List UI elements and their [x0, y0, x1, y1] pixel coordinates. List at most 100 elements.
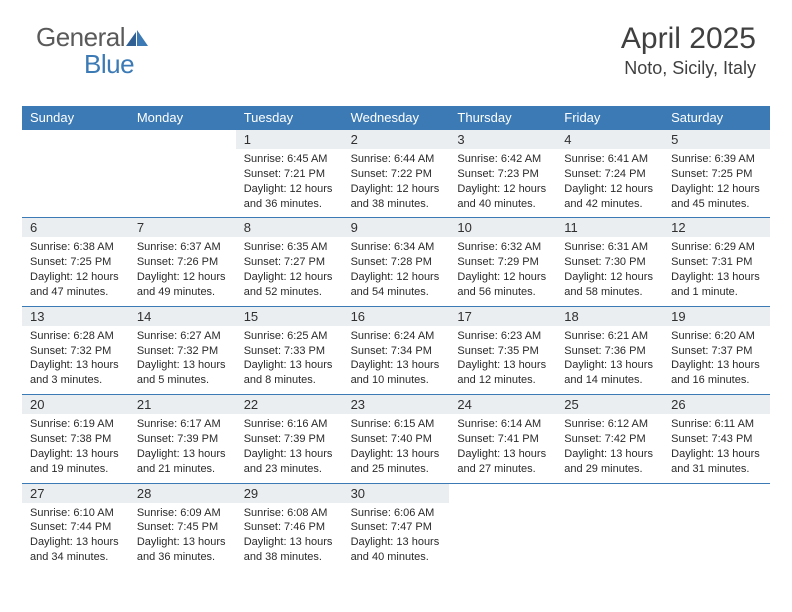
daylight1-line: Daylight: 12 hours — [671, 182, 762, 197]
day-number: 24 — [449, 394, 556, 414]
calendar-cell: 13Sunrise: 6:28 AMSunset: 7:32 PMDayligh… — [22, 306, 129, 394]
calendar-cell: 8Sunrise: 6:35 AMSunset: 7:27 PMDaylight… — [236, 217, 343, 305]
cell-content: Sunrise: 6:29 AMSunset: 7:31 PMDaylight:… — [663, 237, 770, 305]
calendar-cell: 26Sunrise: 6:11 AMSunset: 7:43 PMDayligh… — [663, 394, 770, 482]
sunset-line: Sunset: 7:40 PM — [351, 432, 442, 447]
calendar: Sunday Monday Tuesday Wednesday Thursday… — [22, 106, 770, 571]
day-number: 17 — [449, 306, 556, 326]
cell-content: Sunrise: 6:08 AMSunset: 7:46 PMDaylight:… — [236, 503, 343, 571]
calendar-cell — [22, 129, 129, 217]
calendar-cell — [449, 483, 556, 571]
daylight2-line: and 45 minutes. — [671, 197, 762, 212]
daylight1-line: Daylight: 13 hours — [351, 535, 442, 550]
sunrise-line: Sunrise: 6:14 AM — [457, 417, 548, 432]
daylight2-line: and 23 minutes. — [244, 462, 335, 477]
sunrise-line: Sunrise: 6:39 AM — [671, 152, 762, 167]
day-number: 5 — [663, 129, 770, 149]
calendar-cell: 16Sunrise: 6:24 AMSunset: 7:34 PMDayligh… — [343, 306, 450, 394]
day-number: 13 — [22, 306, 129, 326]
sunset-line: Sunset: 7:39 PM — [137, 432, 228, 447]
calendar-cell — [556, 483, 663, 571]
daylight2-line: and 14 minutes. — [564, 373, 655, 388]
day-number — [449, 483, 556, 488]
week-row: 27Sunrise: 6:10 AMSunset: 7:44 PMDayligh… — [22, 483, 770, 571]
sunset-line: Sunset: 7:27 PM — [244, 255, 335, 270]
sunset-line: Sunset: 7:37 PM — [671, 344, 762, 359]
cell-content: Sunrise: 6:31 AMSunset: 7:30 PMDaylight:… — [556, 237, 663, 305]
sunset-line: Sunset: 7:21 PM — [244, 167, 335, 182]
calendar-cell: 25Sunrise: 6:12 AMSunset: 7:42 PMDayligh… — [556, 394, 663, 482]
daylight1-line: Daylight: 13 hours — [671, 447, 762, 462]
daylight1-line: Daylight: 12 hours — [564, 270, 655, 285]
daylight1-line: Daylight: 13 hours — [30, 535, 121, 550]
daylight1-line: Daylight: 13 hours — [137, 447, 228, 462]
calendar-cell: 9Sunrise: 6:34 AMSunset: 7:28 PMDaylight… — [343, 217, 450, 305]
cell-content: Sunrise: 6:27 AMSunset: 7:32 PMDaylight:… — [129, 326, 236, 394]
daylight2-line: and 52 minutes. — [244, 285, 335, 300]
cell-content: Sunrise: 6:25 AMSunset: 7:33 PMDaylight:… — [236, 326, 343, 394]
daylight1-line: Daylight: 13 hours — [457, 447, 548, 462]
sunrise-line: Sunrise: 6:24 AM — [351, 329, 442, 344]
sunrise-line: Sunrise: 6:28 AM — [30, 329, 121, 344]
day-number: 27 — [22, 483, 129, 503]
calendar-cell — [663, 483, 770, 571]
daylight2-line: and 34 minutes. — [30, 550, 121, 565]
logo: GeneralBlue — [36, 22, 148, 90]
calendar-cell: 6Sunrise: 6:38 AMSunset: 7:25 PMDaylight… — [22, 217, 129, 305]
cell-content: Sunrise: 6:35 AMSunset: 7:27 PMDaylight:… — [236, 237, 343, 305]
cell-content: Sunrise: 6:44 AMSunset: 7:22 PMDaylight:… — [343, 149, 450, 217]
day-number — [556, 483, 663, 488]
sunrise-line: Sunrise: 6:09 AM — [137, 506, 228, 521]
sunrise-line: Sunrise: 6:11 AM — [671, 417, 762, 432]
weeks-container: 1Sunrise: 6:45 AMSunset: 7:21 PMDaylight… — [22, 129, 770, 571]
daylight1-line: Daylight: 13 hours — [564, 447, 655, 462]
day-number: 23 — [343, 394, 450, 414]
calendar-cell: 30Sunrise: 6:06 AMSunset: 7:47 PMDayligh… — [343, 483, 450, 571]
daylight1-line: Daylight: 12 hours — [30, 270, 121, 285]
day-number: 16 — [343, 306, 450, 326]
calendar-cell: 10Sunrise: 6:32 AMSunset: 7:29 PMDayligh… — [449, 217, 556, 305]
day-number: 1 — [236, 129, 343, 149]
cell-content: Sunrise: 6:23 AMSunset: 7:35 PMDaylight:… — [449, 326, 556, 394]
day-number: 20 — [22, 394, 129, 414]
sunset-line: Sunset: 7:42 PM — [564, 432, 655, 447]
sunrise-line: Sunrise: 6:42 AM — [457, 152, 548, 167]
daylight2-line: and 16 minutes. — [671, 373, 762, 388]
calendar-cell: 28Sunrise: 6:09 AMSunset: 7:45 PMDayligh… — [129, 483, 236, 571]
calendar-cell: 15Sunrise: 6:25 AMSunset: 7:33 PMDayligh… — [236, 306, 343, 394]
sunrise-line: Sunrise: 6:32 AM — [457, 240, 548, 255]
daylight1-line: Daylight: 13 hours — [30, 447, 121, 462]
logo-part1: General — [36, 22, 125, 52]
sunrise-line: Sunrise: 6:29 AM — [671, 240, 762, 255]
cell-content: Sunrise: 6:10 AMSunset: 7:44 PMDaylight:… — [22, 503, 129, 571]
daylight2-line: and 10 minutes. — [351, 373, 442, 388]
day-number: 11 — [556, 217, 663, 237]
week-row: 20Sunrise: 6:19 AMSunset: 7:38 PMDayligh… — [22, 394, 770, 482]
day-header-sat: Saturday — [663, 106, 770, 129]
day-header-mon: Monday — [129, 106, 236, 129]
cell-content: Sunrise: 6:11 AMSunset: 7:43 PMDaylight:… — [663, 414, 770, 482]
day-number: 10 — [449, 217, 556, 237]
sunset-line: Sunset: 7:29 PM — [457, 255, 548, 270]
sunset-line: Sunset: 7:46 PM — [244, 520, 335, 535]
day-number: 7 — [129, 217, 236, 237]
cell-content: Sunrise: 6:32 AMSunset: 7:29 PMDaylight:… — [449, 237, 556, 305]
day-header-thu: Thursday — [449, 106, 556, 129]
sunset-line: Sunset: 7:43 PM — [671, 432, 762, 447]
week-row: 1Sunrise: 6:45 AMSunset: 7:21 PMDaylight… — [22, 129, 770, 217]
daylight2-line: and 8 minutes. — [244, 373, 335, 388]
calendar-cell — [129, 129, 236, 217]
calendar-cell: 11Sunrise: 6:31 AMSunset: 7:30 PMDayligh… — [556, 217, 663, 305]
calendar-cell: 22Sunrise: 6:16 AMSunset: 7:39 PMDayligh… — [236, 394, 343, 482]
cell-content: Sunrise: 6:06 AMSunset: 7:47 PMDaylight:… — [343, 503, 450, 571]
daylight1-line: Daylight: 13 hours — [351, 447, 442, 462]
cell-content: Sunrise: 6:19 AMSunset: 7:38 PMDaylight:… — [22, 414, 129, 482]
sunset-line: Sunset: 7:31 PM — [671, 255, 762, 270]
daylight1-line: Daylight: 13 hours — [351, 358, 442, 373]
cell-content: Sunrise: 6:28 AMSunset: 7:32 PMDaylight:… — [22, 326, 129, 394]
sunset-line: Sunset: 7:25 PM — [671, 167, 762, 182]
logo-part2: Blue — [84, 49, 134, 79]
sunset-line: Sunset: 7:23 PM — [457, 167, 548, 182]
daylight2-line: and 38 minutes. — [351, 197, 442, 212]
sunset-line: Sunset: 7:47 PM — [351, 520, 442, 535]
